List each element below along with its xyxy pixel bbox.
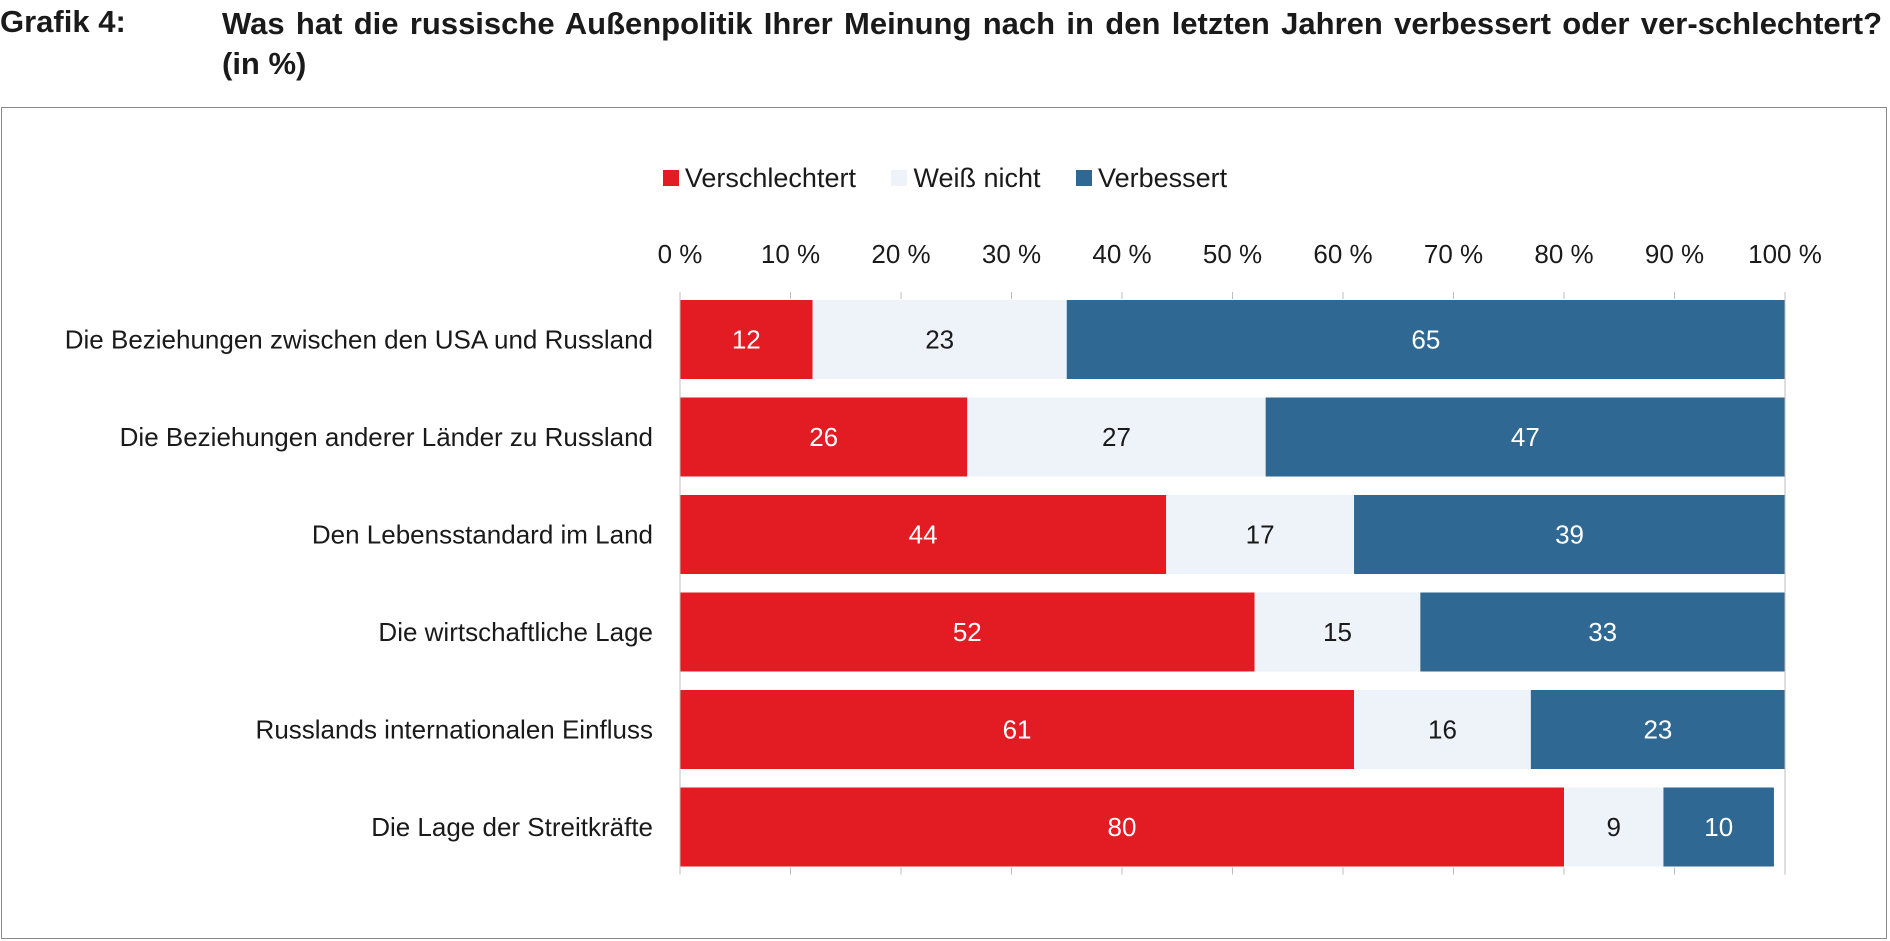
chart-title: Was hat die russische Außenpolitik Ihrer… — [222, 6, 1882, 81]
legend-label: Weiß nicht — [913, 162, 1041, 193]
data-label: 23 — [1643, 715, 1672, 745]
bar-segment — [680, 495, 1167, 574]
legend-swatch — [662, 170, 679, 186]
data-label: 12 — [732, 325, 761, 355]
category-label: Russlands internationalen Einfluss — [256, 715, 653, 745]
category-label: Die Beziehungen zwischen den USA und Rus… — [65, 325, 653, 355]
x-tick-label: 70 % — [1424, 239, 1483, 269]
data-label: 44 — [909, 520, 938, 550]
bar-segment — [680, 300, 813, 379]
data-label: 9 — [1606, 812, 1620, 842]
legend-swatch — [1076, 170, 1093, 186]
bar-segment — [1564, 787, 1664, 867]
legend-item-verschlechtert: Verschlechtert — [662, 162, 856, 194]
figure-label: Grafik 4: — [0, 4, 126, 39]
x-tick-label: 50 % — [1203, 239, 1262, 269]
legend-item-weiss-nicht: Weiß nicht — [891, 162, 1041, 194]
data-label: 33 — [1588, 617, 1617, 647]
legend-swatch — [891, 170, 908, 186]
bar-segment — [1354, 495, 1785, 574]
x-tick-label: 20 % — [871, 239, 930, 269]
data-label: 47 — [1511, 422, 1540, 452]
bar-segment — [1265, 397, 1785, 477]
category-label: Die wirtschaftliche Lage — [378, 617, 653, 647]
category-label: Die Beziehungen anderer Länder zu Russla… — [120, 422, 653, 452]
x-tick-label: 10 % — [761, 239, 820, 269]
data-label: 26 — [809, 422, 838, 452]
data-label: 61 — [1003, 715, 1032, 745]
x-tick-label: 60 % — [1313, 239, 1372, 269]
data-label: 39 — [1555, 520, 1584, 550]
bar-segment — [680, 787, 1564, 867]
legend-label: Verschlechtert — [684, 162, 856, 193]
x-tick-label: 30 % — [982, 239, 1041, 269]
bar-segment — [812, 300, 1067, 379]
data-label: 16 — [1428, 715, 1457, 745]
data-label: 65 — [1411, 325, 1440, 355]
bar-segment — [1254, 592, 1421, 672]
category-label: Den Lebensstandard im Land — [312, 520, 653, 550]
bar-segment — [680, 592, 1255, 672]
data-label: 15 — [1323, 617, 1352, 647]
data-label: 10 — [1704, 812, 1733, 842]
x-tick-label: 40 % — [1092, 239, 1151, 269]
legend: Verschlechtert Weiß nicht Verbessert — [0, 162, 1890, 194]
x-tick-label: 80 % — [1534, 239, 1593, 269]
data-label: 80 — [1108, 812, 1137, 842]
bar-segment — [680, 690, 1355, 769]
bar-segment — [967, 397, 1266, 477]
bar-segment — [1663, 787, 1774, 867]
data-label: 27 — [1102, 422, 1131, 452]
x-tick-label: 100 % — [1748, 239, 1822, 269]
data-label: 23 — [925, 325, 954, 355]
chart-frame — [1, 107, 1887, 939]
x-tick-label: 0 % — [658, 239, 703, 269]
legend-label: Verbessert — [1098, 162, 1228, 193]
category-label: Die Lage der Streitkräfte — [371, 812, 653, 842]
data-label: 52 — [953, 617, 982, 647]
bar-segment — [1420, 592, 1785, 672]
bar-segment — [1354, 690, 1531, 769]
legend-item-verbessert: Verbessert — [1076, 163, 1227, 194]
bar-segment — [1166, 495, 1355, 574]
data-label: 17 — [1246, 520, 1275, 550]
bar-segment — [1066, 300, 1785, 379]
x-tick-label: 90 % — [1645, 239, 1704, 269]
bar-segment — [1530, 690, 1785, 769]
bar-segment — [680, 397, 968, 477]
